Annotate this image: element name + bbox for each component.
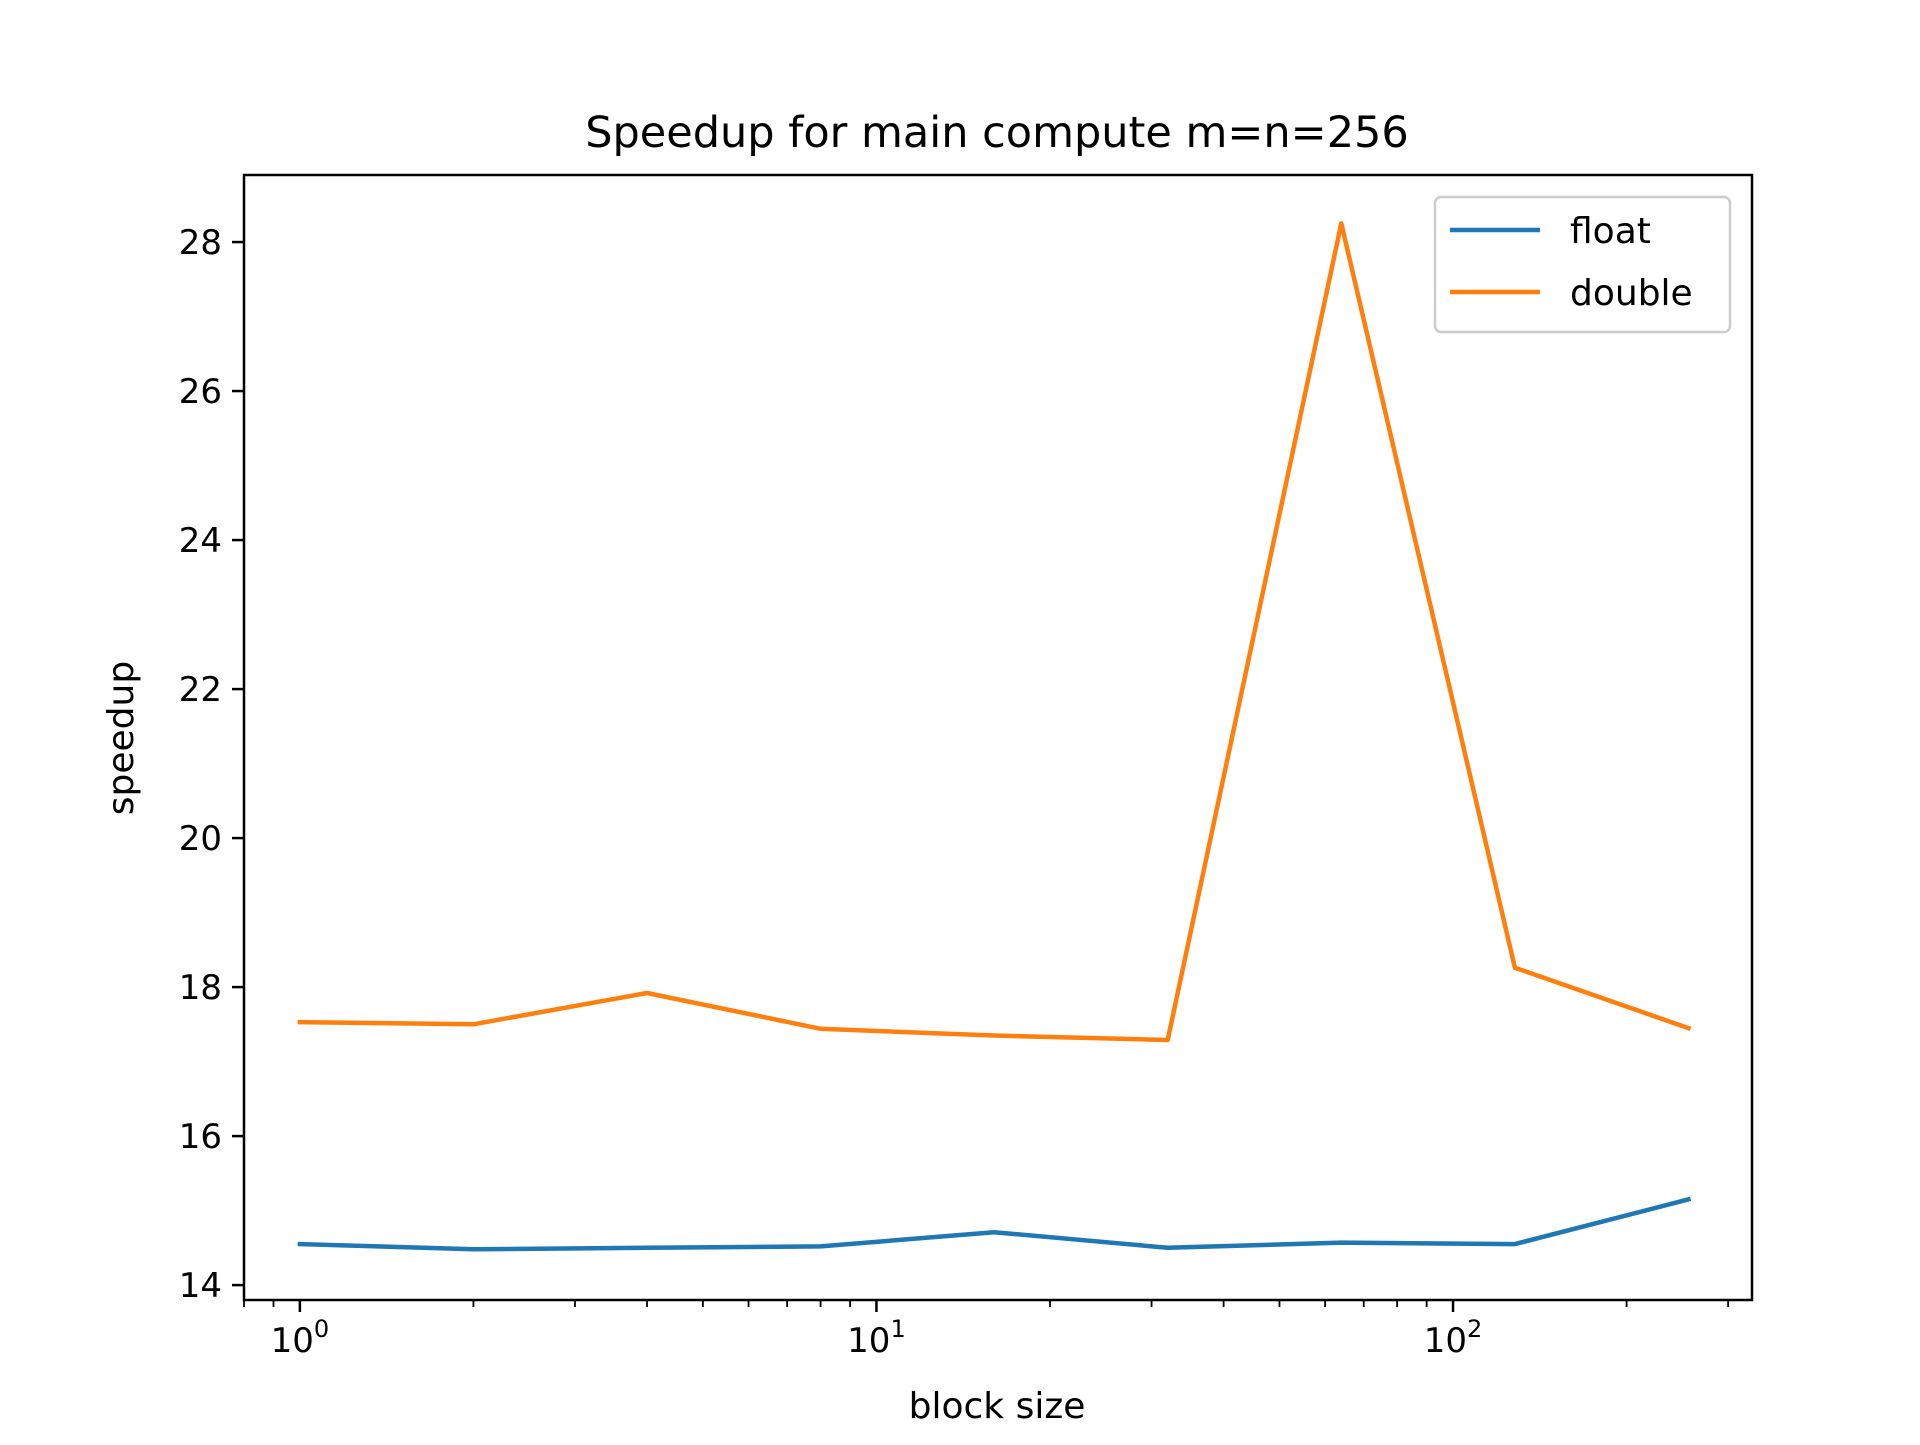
y-tick-label: 18 (179, 968, 222, 1008)
y-tick-label: 26 (179, 372, 222, 412)
series-line-double (297, 221, 1692, 1043)
x-tick-label: 102 (1424, 1315, 1483, 1361)
legend-label-float: float (1570, 211, 1651, 252)
legend-label-double: double (1570, 273, 1693, 314)
x-axis-label: block size (909, 1386, 1086, 1427)
x-tick-label: 101 (847, 1315, 906, 1361)
series-line-float (297, 1196, 1692, 1252)
y-axis-label: speedup (101, 661, 142, 815)
y-tick-label: 28 (179, 223, 222, 263)
series-layer (297, 221, 1692, 1252)
y-tick-label: 24 (179, 521, 222, 561)
x-tick-label: 100 (271, 1315, 330, 1361)
plot-area-frame (242, 173, 1754, 1302)
y-tick-label: 22 (179, 670, 222, 710)
legend: float double (1433, 195, 1732, 334)
y-tick-label: 20 (179, 819, 222, 859)
y-tick-label: 16 (179, 1117, 222, 1157)
ticks-layer: 14 16 18 20 22 24 26 28 100 101 102 (179, 223, 1730, 1361)
y-tick-label: 14 (179, 1266, 222, 1306)
chart-title: Speedup for main compute m=n=256 (585, 108, 1409, 158)
